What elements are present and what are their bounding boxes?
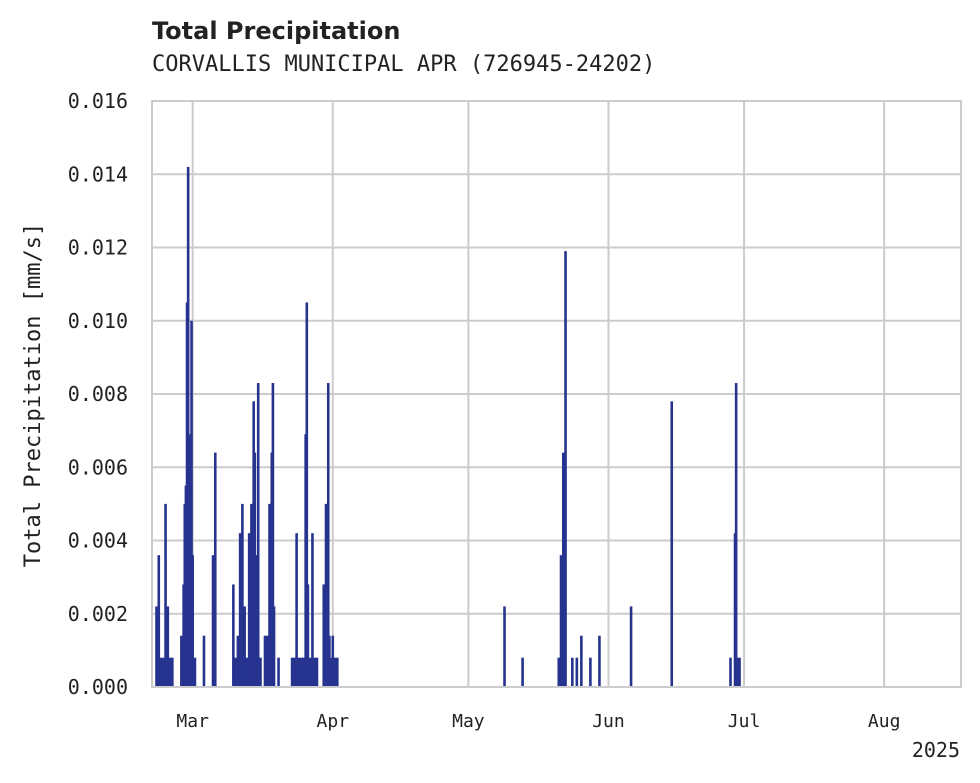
x-tick-label: Jun (592, 711, 625, 732)
precip-bar (738, 657, 741, 687)
y-tick-label: 0.000 (68, 675, 128, 699)
precip-bar (277, 657, 280, 687)
precip-bar (243, 606, 246, 687)
precip-bar (241, 503, 244, 687)
precip-bar (157, 555, 161, 687)
precip-bar (159, 657, 163, 687)
precip-bar (564, 251, 567, 687)
plot-frame (151, 100, 962, 688)
precip-bar (315, 657, 319, 687)
precip-bar (236, 635, 240, 687)
precip-bar (272, 606, 276, 687)
precip-bar (729, 657, 732, 687)
precip-bar (734, 383, 738, 687)
precip-bar (629, 606, 633, 687)
precip-bar (293, 657, 296, 687)
y-tick-label: 0.014 (68, 162, 128, 186)
precip-bar (333, 657, 337, 687)
precip-bar (589, 657, 592, 687)
precip-bar (168, 657, 172, 687)
precip-bar (161, 657, 165, 687)
precip-bar (164, 503, 167, 687)
precip-bar (238, 533, 242, 687)
precip-bar (265, 635, 269, 687)
precip-bar (313, 657, 317, 687)
precip-bar (306, 584, 310, 687)
precip-bar (311, 533, 314, 687)
precip-bar (155, 606, 158, 687)
precip-bar (254, 555, 258, 687)
precip-bar (308, 657, 312, 687)
precip-bar (190, 320, 193, 687)
precip-bar (234, 657, 237, 687)
y-tick-label: 0.008 (68, 382, 128, 406)
precip-bar (326, 383, 330, 687)
precip-bar (305, 302, 309, 687)
precip-bar (213, 452, 217, 687)
precip-bar (598, 635, 601, 687)
precip-bar (324, 503, 328, 687)
precip-bar (202, 635, 206, 687)
precip-bar (187, 434, 191, 687)
precip-bar (322, 584, 326, 687)
precip-bar (250, 503, 253, 687)
precip-bar (571, 657, 574, 687)
x-tick-label: May (452, 711, 485, 732)
chart-title: Total Precipitation (152, 17, 401, 45)
y-axis: 0.000 0.002 0.004 0.006 0.008 0.010 0.012 0.014… (68, 89, 128, 699)
bar-series (155, 166, 741, 688)
x-tick-label: Jul (728, 711, 761, 732)
x-axis: Mar Apr May Jun Jul Aug (176, 711, 900, 732)
x-axis-year-label: 2025 (912, 738, 960, 762)
precip-bar (580, 635, 583, 687)
precip-bar (295, 533, 298, 687)
precip-bar (191, 555, 194, 687)
precip-bar (180, 635, 183, 687)
precip-bar (232, 584, 235, 687)
precip-bar (297, 657, 301, 687)
precip-bar (259, 657, 262, 687)
precip-bar (171, 657, 174, 687)
precip-bar (735, 657, 739, 687)
y-tick-label: 0.004 (68, 529, 128, 553)
precip-bar (247, 533, 251, 687)
precip-bar (557, 657, 561, 687)
precip-bar (186, 166, 190, 688)
precip-bar (559, 555, 563, 687)
y-tick-label: 0.016 (68, 89, 128, 113)
y-tick-label: 0.006 (68, 455, 128, 479)
y-tick-label: 0.012 (68, 236, 128, 260)
precip-bar (166, 606, 170, 687)
precip-bar (503, 606, 506, 687)
x-tick-label: Aug (868, 711, 901, 732)
precip-bar (299, 657, 303, 687)
precip-bar (263, 635, 267, 687)
precip-bar (193, 657, 197, 687)
precip-bar (336, 657, 339, 687)
precip-bar (271, 383, 275, 687)
precip-bar (211, 555, 215, 687)
precip-bar (561, 452, 565, 687)
precip-bar (302, 657, 305, 687)
precip-bar (670, 401, 674, 687)
precip-bar (575, 657, 579, 687)
chart-subtitle: CORVALLIS MUNICIPAL APR (726945-24202) (152, 52, 656, 77)
precip-bar (290, 657, 294, 687)
x-tick-label: Apr (317, 711, 350, 732)
y-tick-label: 0.002 (68, 602, 128, 626)
precip-bar (329, 657, 332, 687)
grid (152, 100, 961, 688)
y-tick-label: 0.010 (68, 309, 128, 333)
precip-bar (256, 383, 260, 687)
y-axis-label: Total Precipitation [mm/s] (21, 223, 46, 567)
precip-bar (521, 657, 524, 687)
precip-bar (331, 635, 335, 687)
precip-bar (245, 657, 249, 687)
x-tick-label: Mar (176, 711, 209, 732)
